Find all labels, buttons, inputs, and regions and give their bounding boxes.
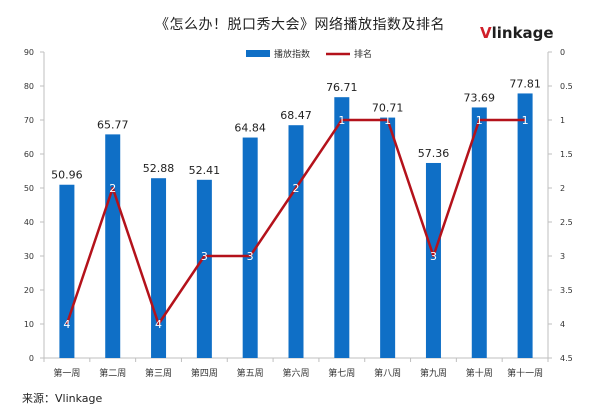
bar: [517, 93, 533, 359]
bar: [242, 137, 258, 358]
bar-value-label: 52.41: [189, 164, 221, 177]
rank-value-label: 3: [201, 250, 208, 263]
bar: [105, 134, 121, 358]
x-tick-label: 第六周: [282, 367, 309, 379]
left-tick-label: 60: [24, 150, 34, 159]
bar: [471, 107, 487, 358]
right-tick-label: 1.5: [560, 150, 573, 159]
rank-value-label: 3: [430, 250, 437, 263]
right-tick-label: 2: [560, 184, 565, 193]
source-note: 来源：Vlinkage: [22, 392, 103, 405]
x-tick-label: 第四周: [191, 367, 218, 379]
right-tick-label: 4.5: [560, 354, 573, 363]
rank-value-label: 3: [247, 250, 254, 263]
bar-value-label: 70.71: [372, 102, 404, 115]
bar-value-label: 68.47: [280, 109, 312, 122]
left-tick-label: 0: [29, 354, 34, 363]
bar-value-label: 50.96: [51, 169, 83, 182]
bar: [380, 117, 396, 358]
logo-prefix: V: [480, 24, 492, 42]
bar-value-label: 64.84: [234, 122, 266, 135]
left-tick-label: 70: [24, 116, 34, 125]
x-tick-label: 第七周: [328, 367, 355, 379]
logo-text: linkage: [491, 24, 554, 42]
x-tick-label: 第十周: [466, 367, 493, 379]
rank-value-label: 1: [522, 114, 529, 127]
legend-line-label: 排名: [354, 48, 372, 60]
bar: [196, 179, 212, 358]
rank-value-label: 4: [63, 318, 70, 331]
bar: [425, 162, 441, 358]
bar-value-label: 52.88: [143, 162, 175, 175]
x-tick-label: 第九周: [420, 367, 447, 379]
bar-value-label: 57.36: [418, 147, 450, 160]
right-tick-label: 3.5: [560, 286, 573, 295]
bar-value-label: 76.71: [326, 81, 358, 94]
left-tick-label: 40: [24, 218, 34, 227]
rank-value-label: 2: [109, 182, 116, 195]
left-tick-label: 80: [24, 82, 34, 91]
right-tick-label: 3: [560, 252, 565, 261]
left-tick-label: 50: [24, 184, 34, 193]
rank-line: [65, 118, 526, 326]
left-tick-label: 90: [24, 48, 34, 57]
vlinkage-logo: Vlinkage: [480, 24, 554, 42]
left-tick-label: 10: [24, 320, 34, 329]
right-tick-label: 1: [560, 116, 565, 125]
x-tick-label: 第二周: [99, 367, 126, 379]
right-tick-label: 0.5: [560, 82, 573, 91]
rank-value-label: 4: [155, 318, 162, 331]
chart-title: 《怎么办！脱口秀大会》网络播放指数及排名: [155, 17, 445, 33]
x-tick-label: 第八周: [374, 367, 401, 379]
left-tick-label: 20: [24, 286, 34, 295]
right-tick-label: 0: [560, 48, 565, 57]
rank-value-label: 1: [476, 114, 483, 127]
bar: [288, 125, 304, 359]
bar-value-label: 77.81: [509, 77, 541, 90]
rank-value-label: 1: [338, 114, 345, 127]
bar: [334, 97, 350, 358]
bar-value-label: 65.77: [97, 118, 129, 131]
rank-value-label: 2: [293, 182, 300, 195]
rank-value-label: 1: [384, 114, 391, 127]
bar-value-label: 73.69: [464, 91, 496, 104]
bar: [59, 184, 75, 358]
right-tick-label: 4: [560, 320, 565, 329]
left-tick-label: 30: [24, 252, 34, 261]
x-tick-label: 第十一周: [507, 367, 543, 379]
legend-bar-label: 播放指数: [274, 48, 310, 60]
right-tick-label: 2.5: [560, 218, 573, 227]
x-tick-label: 第一周: [53, 367, 80, 379]
x-tick-label: 第五周: [237, 367, 264, 379]
legend-bar-swatch: [246, 50, 270, 57]
bar: [151, 178, 167, 358]
x-tick-label: 第三周: [145, 367, 172, 379]
